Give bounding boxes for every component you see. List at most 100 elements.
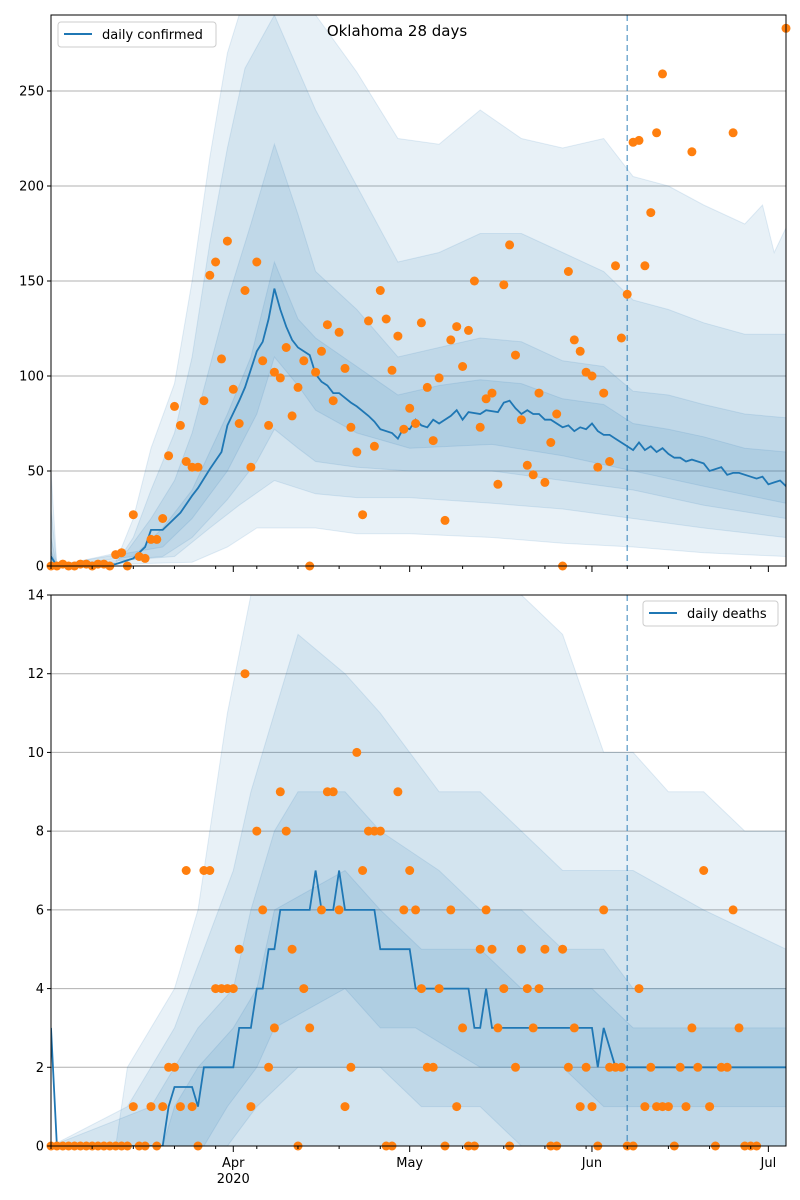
confirmed-data-point: [352, 447, 362, 457]
confirmed-data-point: [411, 419, 421, 428]
confirmed-data-point: [228, 384, 238, 394]
deaths-data-point: [264, 1062, 274, 1072]
confirmed-data-point: [464, 325, 473, 335]
confirmed-data-point: [158, 514, 168, 523]
confirmed-data-point: [487, 388, 497, 398]
confirmed-y-tick-label: 200: [19, 180, 44, 195]
confirmed-data-point: [340, 363, 350, 373]
deaths-axes-frame: [50, 594, 787, 1147]
deaths-observed-points: [46, 669, 762, 1151]
deaths-data-point: [405, 866, 415, 875]
confirmed-data-point: [569, 335, 579, 345]
confirmed-x-ticks: [50, 566, 769, 572]
confirmed-model-line: [51, 288, 786, 566]
deaths-band-mid2: [51, 633, 786, 1146]
confirmed-data-point: [164, 451, 174, 461]
deaths-data-point: [352, 747, 362, 757]
deaths-data-point: [305, 1023, 315, 1033]
deaths-data-point: [458, 1023, 468, 1033]
deaths-data-point: [434, 984, 444, 994]
confirmed-data-point: [322, 320, 332, 330]
deaths-data-point: [681, 1102, 691, 1112]
deaths-y-tick-label: 0: [36, 1140, 44, 1155]
confirmed-data-point: [481, 394, 491, 404]
confirmed-data-point: [193, 462, 203, 472]
deaths-data-point: [499, 984, 509, 994]
confirmed-data-point: [422, 382, 432, 392]
confirmed-data-point: [687, 147, 697, 157]
deaths-data-point: [481, 905, 491, 915]
confirmed-data-point: [540, 477, 550, 487]
deaths-data-point: [416, 984, 426, 994]
deaths-legend-label: daily deaths: [687, 607, 767, 622]
deaths-data-point: [728, 905, 738, 915]
deaths-y-tick-label: 14: [27, 589, 44, 604]
confirmed-legend: daily confirmed: [57, 21, 217, 48]
confirmed-data-point: [199, 396, 209, 406]
deaths-data-point: [705, 1102, 715, 1112]
deaths-data-point: [281, 826, 291, 836]
deaths-data-point: [358, 866, 368, 875]
confirmed-data-point: [234, 419, 244, 428]
confirmed-band-mid1: [51, 142, 786, 566]
deaths-data-point: [587, 1102, 597, 1112]
deaths-y-tick-label: 6: [36, 903, 44, 918]
confirmed-data-point: [516, 415, 526, 425]
deaths-data-point: [328, 787, 338, 797]
confirmed-data-point: [405, 403, 415, 413]
confirmed-data-point: [299, 356, 309, 366]
confirmed-data-point: [246, 462, 256, 472]
deaths-data-point: [187, 1102, 197, 1112]
confirmed-band-inner: [51, 260, 786, 566]
deaths-data-point: [511, 1062, 520, 1072]
deaths-data-point: [646, 1062, 656, 1072]
deaths-data-point: [534, 984, 544, 994]
confirmed-data-point: [599, 388, 609, 398]
deaths-data-point: [334, 905, 344, 915]
deaths-data-point: [558, 944, 568, 954]
confirmed-data-point: [634, 135, 644, 145]
confirmed-data-point: [452, 322, 462, 332]
confirmed-data-point: [552, 409, 562, 419]
confirmed-data-point: [575, 346, 585, 356]
confirmed-data-point: [281, 343, 291, 352]
deaths-axes: [50, 594, 787, 1147]
deaths-data-point: [158, 1102, 168, 1112]
deaths-data-point: [240, 669, 250, 679]
deaths-data-point: [258, 905, 268, 915]
deaths-data-point: [528, 1023, 538, 1033]
confirmed-data-point: [275, 373, 285, 383]
confirmed-y-ticks: 0 50 100 150 200 250: [19, 85, 51, 575]
confirmed-data-point: [616, 333, 626, 343]
confirmed-data-point: [269, 367, 279, 377]
deaths-y-tick-label: 10: [27, 746, 44, 761]
deaths-data-point: [205, 866, 215, 875]
confirmed-data-point: [416, 318, 426, 328]
confirmed-y-tick-label: 50: [27, 465, 44, 480]
deaths-data-point: [734, 1023, 744, 1033]
confirmed-data-point: [346, 422, 356, 432]
deaths-data-point: [375, 826, 385, 836]
confirmed-data-point: [252, 257, 262, 267]
confirmed-data-point: [222, 236, 232, 246]
confirmed-data-point: [658, 69, 667, 79]
confirmed-data-point: [534, 388, 544, 398]
deaths-data-point: [475, 944, 485, 954]
confirmed-uncertainty-bands: [51, 15, 786, 566]
confirmed-data-point: [475, 422, 485, 432]
deaths-data-point: [252, 826, 262, 836]
deaths-data-point: [393, 787, 403, 797]
confirmed-axes-frame: [50, 14, 787, 567]
deaths-data-point: [575, 1102, 585, 1112]
deaths-data-point: [346, 1062, 356, 1072]
confirmed-y-tick-label: 100: [19, 370, 44, 385]
confirmed-y-tick-label: 250: [19, 85, 44, 100]
confirmed-data-point: [640, 261, 650, 271]
deaths-data-point: [722, 1062, 732, 1072]
confirmed-data-point: [117, 548, 127, 558]
confirmed-data-point: [646, 208, 656, 218]
confirmed-data-point: [317, 346, 326, 356]
deaths-legend-box: [642, 600, 779, 627]
deaths-data-point: [493, 1023, 503, 1033]
